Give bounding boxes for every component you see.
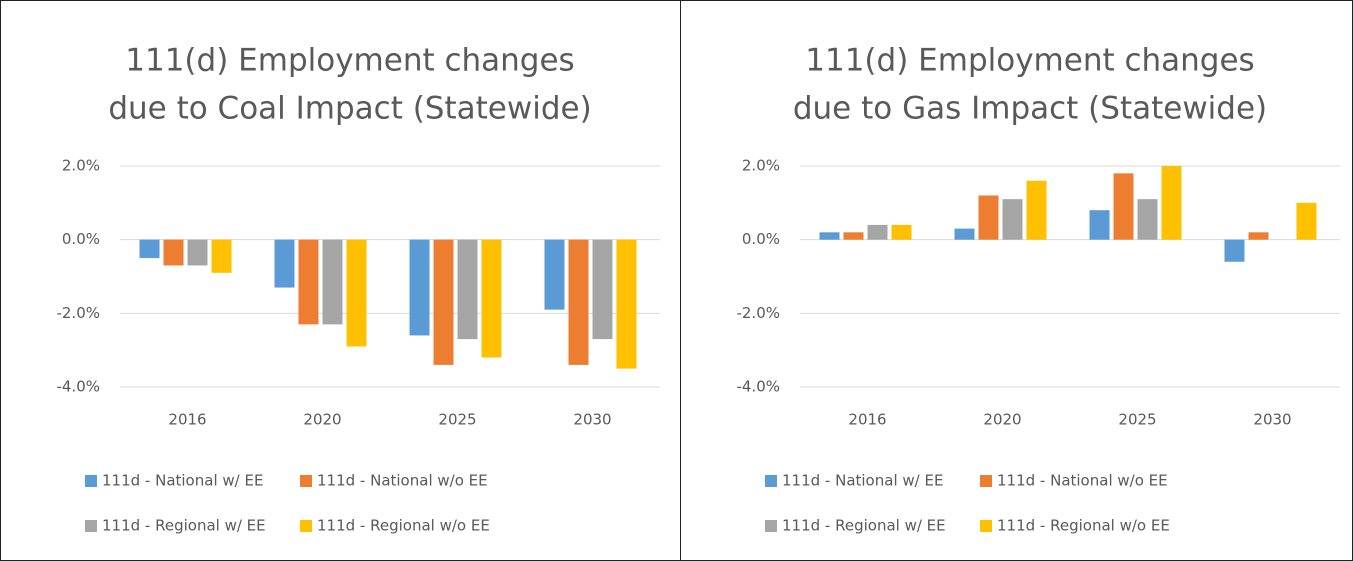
bar <box>954 228 975 240</box>
x-tick-label: 2030 <box>573 411 611 429</box>
bar <box>1026 180 1047 240</box>
y-tick-label: -2.0% <box>736 304 780 322</box>
bar <box>819 232 840 240</box>
x-tick-label: 2016 <box>168 411 206 429</box>
bar <box>592 239 613 340</box>
y-tick-label: 2.0% <box>742 157 780 175</box>
y-tick-label: 0.0% <box>742 230 780 248</box>
y-tick-label: -2.0% <box>56 304 100 322</box>
panel-border <box>680 0 1353 561</box>
x-tick-label: 2025 <box>438 411 476 429</box>
legend-swatch <box>300 475 312 487</box>
legend-swatch <box>85 475 97 487</box>
chart-title: 111(d) Employment changes <box>805 43 1254 79</box>
bar <box>139 239 160 259</box>
legend-label: 111d - Regional w/ EE <box>102 517 266 535</box>
x-tick-label: 2030 <box>1253 411 1291 429</box>
x-tick-label: 2020 <box>303 411 341 429</box>
legend-swatch <box>980 520 992 532</box>
bar <box>163 239 184 266</box>
bar <box>1113 173 1134 240</box>
bar <box>322 239 343 325</box>
bar <box>346 239 367 347</box>
legend-label: 111d - National w/ EE <box>782 472 943 490</box>
y-tick-label: -4.0% <box>736 378 780 396</box>
bar <box>187 239 208 266</box>
bar <box>1248 232 1269 240</box>
x-tick-label: 2016 <box>848 411 886 429</box>
bar <box>481 239 502 358</box>
legend-swatch <box>765 520 777 532</box>
bar <box>457 239 478 340</box>
legend-swatch <box>765 475 777 487</box>
legend-swatch <box>85 520 97 532</box>
bar <box>544 239 565 310</box>
bar <box>1002 199 1023 240</box>
chart-title: due to Coal Impact (Statewide) <box>108 91 591 127</box>
y-tick-label: -4.0% <box>56 378 100 396</box>
bar <box>274 239 295 288</box>
legend-swatch <box>980 475 992 487</box>
x-tick-label: 2025 <box>1118 411 1156 429</box>
bar <box>843 232 864 240</box>
bar <box>978 195 999 240</box>
bar <box>298 239 319 325</box>
bar <box>409 239 430 336</box>
bar <box>616 239 637 369</box>
legend-label: 111d - National w/o EE <box>317 472 488 490</box>
bar <box>1296 202 1317 240</box>
bar <box>568 239 589 365</box>
chart-title: 111(d) Employment changes <box>125 43 574 79</box>
legend-label: 111d - Regional w/ EE <box>782 517 946 535</box>
legend-swatch <box>300 520 312 532</box>
y-tick-label: 2.0% <box>62 157 100 175</box>
bar <box>1089 210 1110 240</box>
bar <box>211 239 232 273</box>
bar <box>891 224 912 240</box>
legend-label: 111d - National w/o EE <box>997 472 1168 490</box>
legend-label: 111d - Regional w/o EE <box>997 517 1170 535</box>
bar <box>867 224 888 240</box>
y-tick-label: 0.0% <box>62 230 100 248</box>
legend-label: 111d - Regional w/o EE <box>317 517 490 535</box>
legend-label: 111d - National w/ EE <box>102 472 263 490</box>
bar <box>433 239 454 365</box>
x-tick-label: 2020 <box>983 411 1021 429</box>
chart-title: due to Gas Impact (Statewide) <box>793 91 1267 127</box>
bar <box>1137 199 1158 240</box>
bar <box>1161 166 1182 240</box>
bar <box>1224 239 1245 262</box>
